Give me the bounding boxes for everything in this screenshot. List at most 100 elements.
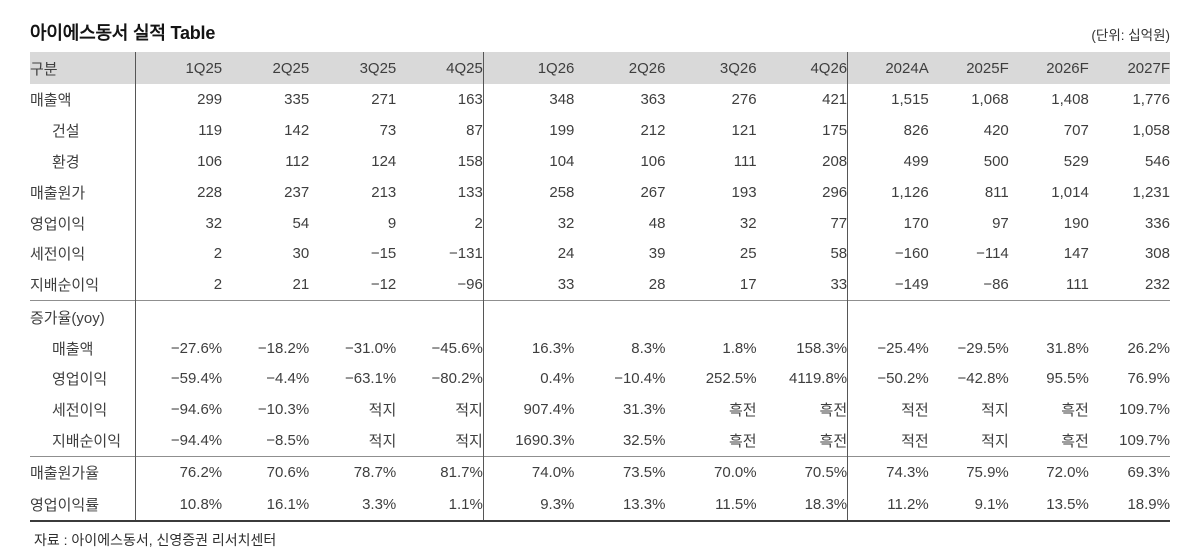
- cell: 2: [134, 238, 223, 270]
- table-row: 매출액 −27.6% −18.2% −31.0% −45.6% 16.3% 8.3% 1.8%…: [30, 332, 1170, 364]
- cell: −15: [370, 245, 397, 263]
- cell: 1,231: [1132, 183, 1170, 201]
- row-label: 영업이익: [52, 371, 108, 389]
- cell: 335: [284, 90, 310, 108]
- cell: 2: [474, 214, 483, 232]
- col-header-1q26: 1Q26: [482, 52, 575, 84]
- row-label: 매출원가율: [30, 456, 136, 489]
- cell: 907.4%: [482, 394, 575, 426]
- cell: 13.5%: [1046, 495, 1089, 513]
- table-row: 환경 106 112 124 158 104 106 111 208 499 500 529 546: [30, 145, 1170, 177]
- cell: −10.4%: [614, 370, 666, 388]
- cell: 적지: [981, 433, 1009, 451]
- cell: 811: [984, 183, 1009, 201]
- cell: 111: [1066, 276, 1089, 294]
- table-row: 지배순이익 2 21 −12 −96 33 28 17 33 −149 −86 111 232: [30, 269, 1170, 301]
- cell: 336: [1144, 214, 1170, 232]
- cell: [1008, 300, 1089, 333]
- cell: −96: [457, 276, 483, 294]
- cell: 271: [371, 90, 397, 108]
- table-row: 매출원가 228 237 213 133 258 267 193 296 1,126 811 1,01…: [30, 176, 1170, 208]
- cell: 1,126: [847, 176, 929, 208]
- cell: 28: [648, 276, 666, 294]
- col-header-1q25: 1Q25: [134, 52, 223, 84]
- cell: 31.8%: [1046, 339, 1089, 357]
- cell: 9.1%: [974, 495, 1009, 513]
- cell: 33: [482, 269, 575, 301]
- cell: 13.3%: [622, 495, 666, 513]
- row-label: 영업이익률: [30, 496, 100, 514]
- row-label: 세전이익: [52, 402, 108, 420]
- cell: 32: [739, 214, 757, 232]
- cell: [309, 300, 397, 333]
- row-label: 매출액: [30, 91, 72, 109]
- cell: −18.2%: [257, 339, 310, 357]
- cell: 826: [847, 114, 929, 146]
- col-header-gubun: 구분: [30, 52, 136, 84]
- cell: 296: [822, 183, 848, 201]
- cell: 30: [292, 245, 310, 263]
- cell: 106: [640, 152, 666, 170]
- cell: [482, 300, 575, 333]
- cell: 2: [134, 269, 223, 301]
- cell: 77: [830, 214, 848, 232]
- cell: 18.3%: [804, 495, 848, 513]
- cell: 11.2%: [847, 488, 929, 521]
- cell: −4.4%: [266, 370, 310, 388]
- cell: [847, 300, 929, 333]
- cell: 175: [822, 121, 848, 139]
- cell: 9.3%: [482, 488, 575, 521]
- cell: 76.2%: [134, 456, 223, 489]
- cell: 25: [739, 245, 757, 263]
- col-header-2026f: 2026F: [1008, 52, 1089, 84]
- row-label: 지배순이익: [30, 277, 100, 295]
- cell: 308: [1144, 245, 1170, 263]
- cell: 흑전: [728, 433, 757, 451]
- cell: 18.9%: [1127, 495, 1170, 513]
- cell: 76.9%: [1127, 370, 1170, 388]
- cell: 252.5%: [705, 370, 757, 388]
- table-row: 영업이익 −59.4% −4.4% −63.1% −80.2% 0.4% −10.4% 252…: [30, 363, 1170, 395]
- cell: [665, 300, 757, 333]
- cell: 11.5%: [715, 495, 757, 513]
- cell: 17: [739, 276, 757, 294]
- cell: 1,058: [1132, 121, 1170, 139]
- cell: [756, 300, 848, 333]
- col-header-2024a: 2024A: [847, 52, 929, 84]
- col-header-2q26: 2Q26: [574, 52, 666, 84]
- cell: 75.9%: [928, 456, 1009, 489]
- cell: 81.7%: [396, 456, 484, 489]
- cell: 16.3%: [482, 332, 575, 364]
- cell: −149: [847, 269, 929, 301]
- cell: 33: [830, 276, 848, 294]
- cell: 흑전: [819, 433, 848, 451]
- cell: [134, 300, 223, 333]
- source-note: 자료 : 아이에스동서, 신영증권 리서치센터: [34, 532, 277, 548]
- table-row: 매출원가율 76.2% 70.6% 78.7% 81.7% 74.0% 73.5% 70.0%…: [30, 456, 1170, 489]
- cell: 32: [482, 207, 575, 239]
- col-header-4q26: 4Q26: [756, 52, 848, 84]
- cell: −29.5%: [957, 339, 1009, 357]
- cell: 237: [284, 183, 310, 201]
- cell: 32.5%: [622, 432, 666, 450]
- col-header-3q26: 3Q26: [665, 52, 757, 84]
- cell: 106: [134, 145, 223, 177]
- cell: 121: [731, 121, 757, 139]
- cell: 0.4%: [482, 363, 575, 395]
- cell: 158: [457, 152, 483, 170]
- cell: 420: [983, 121, 1009, 139]
- cell: 26.2%: [1127, 339, 1170, 357]
- cell: 10.8%: [134, 488, 223, 521]
- cell: 1,014: [1051, 183, 1089, 201]
- cell: 69.3%: [1088, 456, 1170, 489]
- cell: 97: [992, 214, 1009, 232]
- cell: 258: [482, 176, 575, 208]
- header-row: 구분 1Q25 2Q25 3Q25 4Q25 1Q26 2Q26 3Q26 4Q…: [30, 52, 1170, 84]
- cell: [574, 300, 666, 333]
- cell: 8.3%: [631, 339, 666, 357]
- cell: 1.8%: [722, 339, 757, 357]
- cell: 147: [1063, 245, 1089, 263]
- col-header-3q25: 3Q25: [309, 52, 397, 84]
- cell: 21: [292, 276, 310, 294]
- table-row: 세전이익 −94.6% −10.3% 적지 적지 907.4% 31.3% 흑전 흑전 적전 적지 흑…: [30, 394, 1170, 426]
